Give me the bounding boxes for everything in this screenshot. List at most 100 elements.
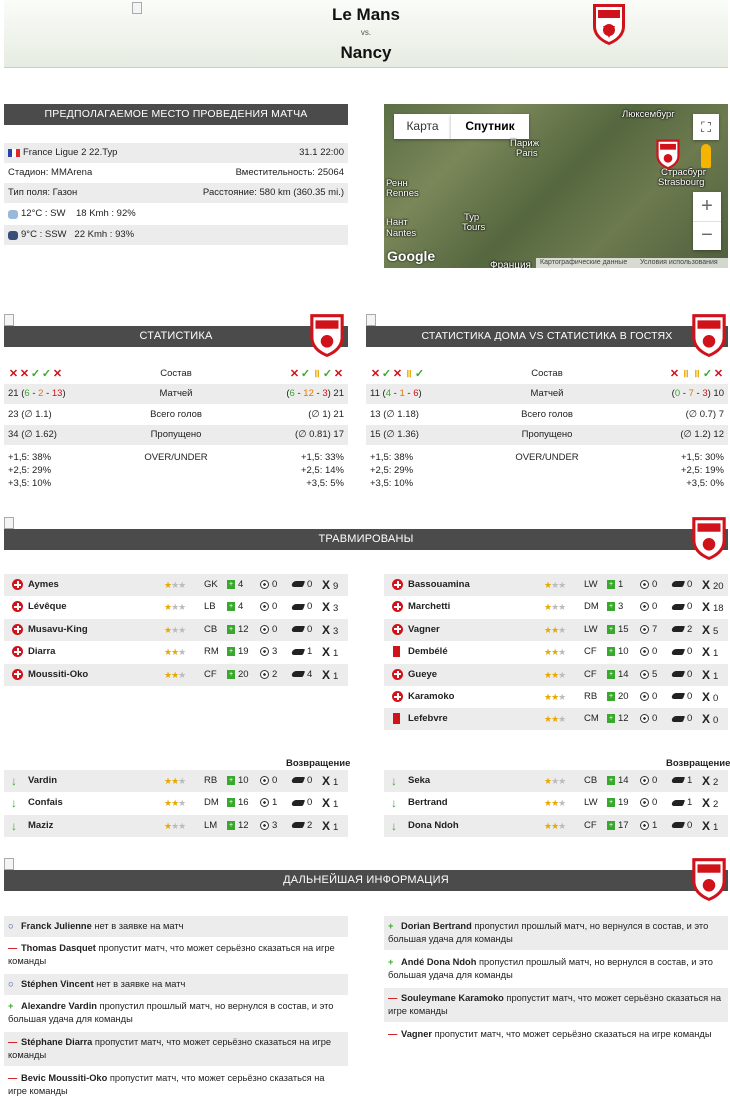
stats-header-title: Статистика [139, 330, 213, 342]
ball-icon [640, 714, 649, 724]
form-win-icon: ✓ [300, 368, 311, 380]
info-player-name[interactable]: Franck Julienne [21, 921, 92, 931]
player-name[interactable]: Confais [28, 797, 63, 809]
goals-value: 0 [652, 775, 658, 786]
away-losses: 3 [322, 388, 328, 399]
rating-stars: ★★★ [544, 798, 566, 809]
player-position: CB [204, 623, 218, 635]
player-name[interactable]: Lefebvre [408, 713, 448, 725]
appearances-value: 1 [618, 579, 624, 590]
ou-label: OVER/UNDER [144, 451, 208, 463]
home-form: ✕ ✕ ✓ ✓ ✕ [8, 364, 63, 385]
player-name[interactable]: Diarra [28, 646, 56, 658]
player-position: CB [584, 775, 598, 786]
injury-cross-icon [12, 601, 23, 613]
assists: 0 [670, 686, 692, 708]
fullscreen-icon[interactable]: ⛶ [693, 114, 719, 140]
map-label-tours: Tours [462, 222, 486, 233]
field-text: Тип поля: Газон [8, 187, 78, 198]
appearances: +12 [607, 708, 629, 730]
player-name[interactable]: Moussiti-Oko [28, 668, 89, 680]
map-data-link[interactable]: Картографические данные [540, 259, 628, 266]
player-row[interactable]: ↓ Seka ★★★ CB +14 0 1 X 2 [384, 770, 728, 792]
league-text: France Ligue 2 22.Тур [23, 147, 118, 158]
player-row[interactable]: Karamoko ★★★ RB +20 0 0 X 0 [384, 686, 728, 708]
assists-value: 0 [307, 579, 313, 590]
player-row[interactable]: Marchetti ★★★ DM +3 0 0 X 18 [384, 596, 728, 618]
player-name[interactable]: Bassouamina [408, 579, 470, 590]
venue-header: Предполагаемое место проведения матча [4, 104, 348, 125]
map-label-tours-ru: Тур [464, 212, 480, 223]
venue-map[interactable]: Карта Спутник Люксембург Париж Paris Рен… [384, 104, 728, 268]
player-row[interactable]: Aymes ★★★ GK +4 0 0 X 9 [4, 574, 348, 596]
player-name[interactable]: Gueye [408, 668, 438, 680]
rating-stars: ★★★ [164, 624, 186, 635]
assists: 1 [670, 770, 692, 792]
player-name[interactable]: Dona Ndoh [408, 819, 459, 831]
info-player-name[interactable]: Andé Dona Ndoh [401, 957, 477, 967]
player-name[interactable]: Maziz [28, 819, 54, 831]
appearances-icon: + [227, 775, 235, 785]
player-row[interactable]: Vagner ★★★ LW +15 7 2 X 5 [384, 618, 728, 641]
player-name[interactable]: Bertrand [408, 797, 448, 809]
assists-value: 2 [307, 819, 313, 831]
player-row[interactable]: Gueye ★★★ CF +14 5 0 X 1 [384, 663, 728, 686]
info-player-name[interactable]: Stéphen Vincent [21, 979, 94, 989]
player-name[interactable]: Vagner [408, 623, 440, 635]
player-name[interactable]: Dembélé [408, 646, 448, 658]
player-row[interactable]: ↓ Dona Ndoh ★★★ CF +17 1 0 X 1 [384, 814, 728, 837]
player-name[interactable]: Karamoko [408, 691, 455, 702]
player-row[interactable]: ↓ Bertrand ★★★ LW +19 0 1 X 2 [384, 792, 728, 814]
info-text: пропустил прошлый матч, но вернулся в со… [388, 921, 709, 944]
player-row[interactable]: ↓ Maziz ★★★ LM +12 3 2 X 1 [4, 814, 348, 837]
info-player-name[interactable]: Bevic Moussiti-Oko [21, 1073, 108, 1083]
map-type-satellite-button[interactable]: Спутник [451, 114, 529, 139]
form-draw-icon: ॥ [682, 368, 689, 380]
info-player-name[interactable]: Thomas Dasquet [21, 943, 96, 953]
away-value: (∅ 0.81) 17 [295, 429, 344, 440]
appearances-value: 17 [618, 819, 629, 831]
pegman-icon[interactable] [701, 144, 711, 168]
player-name[interactable]: Marchetti [408, 601, 451, 613]
asnl-crest-icon [692, 517, 726, 560]
ball-icon [260, 775, 269, 785]
zoom-in-icon[interactable]: + [701, 195, 713, 217]
player-row[interactable]: ↓ Vardin ★★★ RB +10 0 0 X 1 [4, 770, 348, 792]
info-player-name[interactable]: Stéphane Diarra [21, 1037, 93, 1047]
player-row[interactable]: Lévêque ★★★ LB +4 0 0 X 3 [4, 596, 348, 618]
player-name[interactable]: Musavu-King [28, 623, 88, 635]
assists: 1 [670, 792, 692, 814]
player-row[interactable]: Diarra ★★★ RM +19 3 1 X 1 [4, 641, 348, 663]
ball-icon [640, 624, 649, 634]
player-name[interactable]: Vardin [28, 775, 58, 786]
away-wins: 0 [674, 388, 681, 399]
player-position: LW [584, 623, 598, 635]
map-type-map-button[interactable]: Карта [394, 114, 451, 139]
map-footer: Картографические данные Условия использо… [536, 258, 728, 268]
map-label-france: Франция [490, 260, 531, 268]
player-name[interactable]: Seka [408, 775, 431, 786]
player-row[interactable]: Dembélé ★★★ CF +10 0 0 X 1 [384, 641, 728, 663]
cards-x-icon: X [702, 796, 711, 811]
venue-marker-crest-icon[interactable] [655, 138, 681, 170]
info-player-name[interactable]: Dorian Bertrand [401, 921, 472, 931]
zoom-out-icon[interactable]: − [693, 221, 721, 250]
goals-value: 0 [272, 601, 278, 613]
map-terms-link[interactable]: Условия использования [640, 259, 718, 266]
away-draws: 12 [303, 388, 314, 399]
info-player-name[interactable]: Alexandre Vardin [21, 1001, 97, 1011]
info-player-name[interactable]: Vagner [401, 1029, 433, 1039]
info-player-name[interactable]: Souleymane Karamoko [401, 993, 504, 1003]
player-row[interactable]: Moussiti-Oko ★★★ CF +20 2 4 X 1 [4, 663, 348, 686]
player-name[interactable]: Lévêque [28, 601, 67, 613]
appearances-value: 10 [238, 775, 249, 786]
player-name[interactable]: Aymes [28, 579, 59, 590]
player-row[interactable]: Bassouamina ★★★ LW +1 0 0 X 20 [384, 574, 728, 596]
player-row[interactable]: Lefebvre ★★★ CM +12 0 0 X 0 [384, 708, 728, 731]
goals: 0 [260, 596, 277, 618]
player-row[interactable]: ↓ Confais ★★★ DM +16 1 0 X 1 [4, 792, 348, 814]
player-position: DM [584, 601, 599, 613]
player-row[interactable]: Musavu-King ★★★ CB +12 0 0 X 3 [4, 618, 348, 643]
